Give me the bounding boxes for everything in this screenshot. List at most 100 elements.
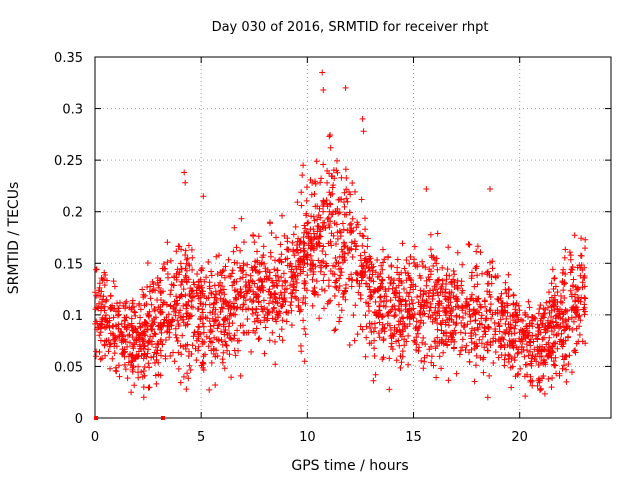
data-point [255, 233, 262, 240]
data-point [145, 384, 152, 391]
data-point [518, 335, 525, 342]
data-point [526, 304, 533, 311]
data-point [576, 331, 583, 338]
data-point [566, 249, 573, 256]
data-point [462, 310, 469, 317]
data-point [334, 205, 341, 212]
data-point [465, 241, 472, 248]
data-point [442, 293, 448, 300]
data-point [363, 280, 369, 287]
data-point [410, 259, 417, 266]
data-point [177, 293, 184, 300]
data-point [490, 360, 497, 366]
data-point [174, 317, 181, 324]
data-point [360, 233, 367, 240]
data-point [293, 279, 300, 286]
data-point [447, 299, 454, 306]
data-point [448, 339, 455, 345]
data-point [582, 236, 589, 243]
data-point [573, 308, 580, 314]
data-point [389, 303, 396, 310]
data-point [561, 362, 567, 369]
data-point [186, 362, 193, 369]
data-point [544, 319, 551, 326]
data-point [272, 295, 279, 302]
y-tick-label: 0.15 [54, 257, 83, 272]
data-point [279, 317, 286, 324]
data-point [262, 324, 269, 331]
data-point [540, 314, 547, 321]
data-point [302, 294, 309, 301]
data-point [161, 261, 167, 267]
data-point [407, 253, 414, 260]
data-point [552, 340, 559, 347]
data-point [102, 315, 109, 322]
data-point [97, 324, 104, 331]
data-point [433, 260, 440, 267]
data-point [132, 312, 139, 319]
data-point [207, 309, 214, 316]
data-point [222, 263, 229, 270]
data-point [318, 286, 325, 293]
data-point [311, 247, 317, 254]
data-point [273, 282, 280, 289]
data-point [182, 265, 189, 272]
data-point [445, 322, 452, 329]
data-point [316, 205, 323, 212]
data-point [268, 230, 275, 236]
data-point [548, 314, 554, 320]
data-point [533, 358, 540, 365]
data-point [207, 323, 214, 330]
data-point [197, 294, 204, 301]
data-point [565, 361, 572, 367]
data-point [195, 335, 202, 342]
data-point [340, 239, 347, 246]
data-point [303, 254, 310, 261]
data-point [288, 290, 294, 297]
data-point [261, 260, 267, 267]
data-point [534, 382, 541, 389]
data-point [328, 230, 335, 237]
data-point [536, 379, 543, 386]
data-point [405, 332, 412, 339]
data-point [145, 312, 152, 319]
data-point [417, 311, 424, 318]
data-point [115, 325, 122, 332]
data-point [332, 283, 339, 290]
data-point [157, 322, 164, 329]
data-point [311, 284, 318, 291]
data-point [546, 289, 552, 296]
data-point [506, 342, 513, 349]
data-point [231, 287, 238, 294]
data-point [542, 306, 549, 313]
data-point [318, 259, 325, 266]
data-point [527, 342, 534, 349]
data-point [214, 325, 221, 332]
data-point [342, 242, 348, 249]
data-point [489, 265, 496, 272]
data-point [456, 351, 463, 358]
data-point [231, 259, 238, 266]
data-point [556, 372, 563, 379]
data-point [413, 341, 420, 348]
data-point [422, 341, 429, 348]
data-point [173, 301, 180, 308]
data-point [331, 175, 338, 182]
data-point [171, 298, 178, 305]
data-point [110, 278, 117, 285]
data-point [339, 259, 346, 266]
data-point [521, 353, 528, 360]
data-point [293, 287, 299, 294]
data-point [364, 243, 371, 250]
data-point [190, 279, 197, 286]
data-point [429, 312, 436, 319]
data-point [450, 268, 457, 274]
data-point [413, 334, 420, 341]
data-point [269, 315, 276, 322]
data-point [195, 343, 202, 350]
data-point [342, 285, 349, 292]
data-point [516, 307, 523, 314]
data-point [121, 324, 128, 331]
data-point [123, 298, 130, 305]
data-point [232, 352, 239, 359]
